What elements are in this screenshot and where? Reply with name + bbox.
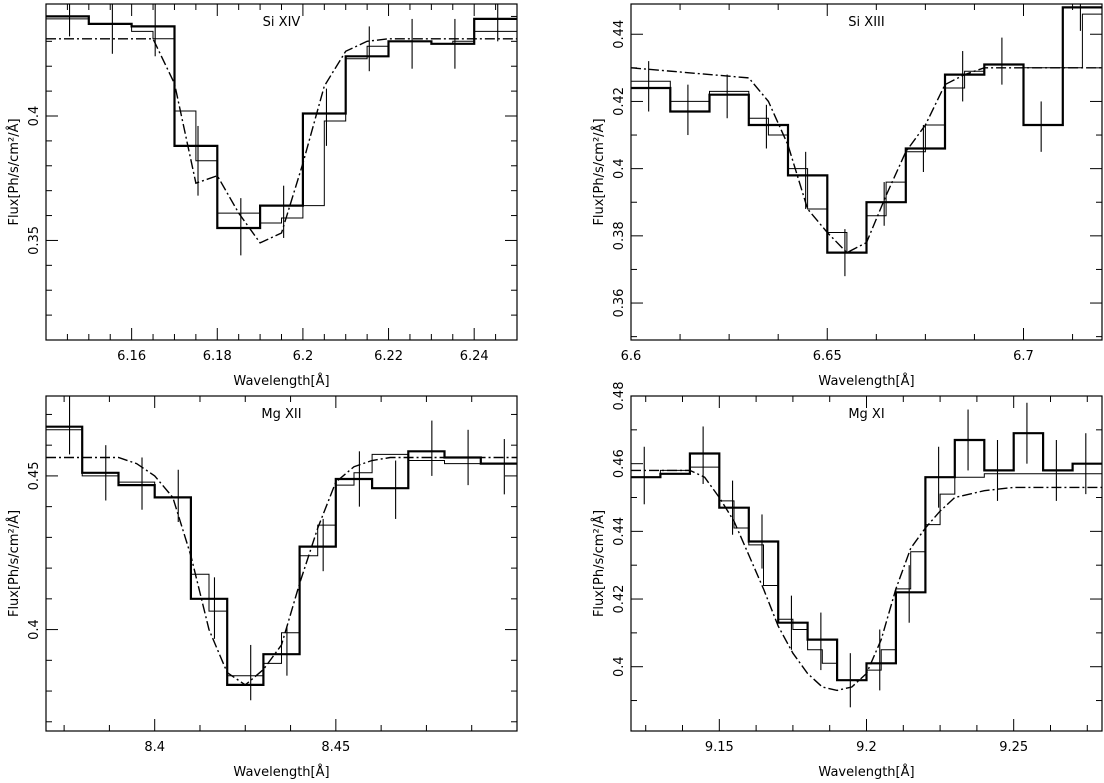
model-curve [631, 469, 1102, 692]
data-histogram-thin [631, 466, 1102, 681]
x-tick-label: 9.2 [856, 740, 877, 755]
x-tick-label: 6.65 [813, 349, 842, 364]
x-tick-label: 9.15 [705, 740, 734, 755]
panel-si-xiv: 6.16 6.18 6.2 6.22 6.24 0.35 0.4 Wavelength[Å] F… [6, 3, 518, 389]
plot-frame [45, 3, 518, 341]
x-tick-label: 6.2 [293, 349, 314, 364]
plot-frame [45, 395, 518, 732]
y-tick-label: 0.4 [612, 656, 627, 677]
panel-title: Mg XII [261, 407, 301, 422]
y-axis-label: Flux[Ph/s/cm²/Å] [6, 118, 22, 225]
panel-mg-xii: 8.4 8.45 0.4 0.45 Wavelength[Å] Flux[Ph/s/cm²… [6, 395, 518, 780]
y-tick-label: 0.36 [612, 289, 627, 318]
x-tick-label: 6.18 [203, 349, 232, 364]
x-axis-label: Wavelength[Å] [233, 764, 329, 780]
panel-title: Si XIV [263, 15, 301, 30]
plot-area [631, 402, 1102, 708]
x-tick-label: 9.25 [999, 740, 1028, 755]
y-tick-label: 0.4 [27, 619, 42, 640]
data-histogram-thin [46, 18, 517, 224]
x-tick-label: 6.24 [460, 349, 489, 364]
x-axis-label: Wavelength[Å] [233, 373, 329, 389]
panel-si-xiii: 6.6 6.65 6.7 0.36 0.38 0.4 0.42 0.44 Wavelength[… [591, 3, 1103, 389]
y-tick-label: 0.44 [612, 517, 627, 546]
data-histogram-thick [46, 15, 517, 230]
y-tick-label: 0.42 [612, 87, 627, 116]
y-tick-label: 0.35 [27, 226, 42, 255]
y-axis-label: Flux[Ph/s/cm²/Å] [6, 510, 22, 617]
model-curve [46, 38, 517, 244]
y-tick-label: 0.42 [612, 585, 627, 614]
panel-mg-xi: 9.15 9.2 9.25 0.4 0.42 0.44 0.46 0.48 Wavelength… [591, 382, 1103, 780]
y-tick-label: 0.44 [612, 20, 627, 49]
data-histogram-thick [631, 6, 1102, 254]
x-tick-label: 6.7 [1013, 349, 1034, 364]
x-tick-label: 6.22 [374, 349, 403, 364]
x-tick-label: 6.6 [621, 349, 642, 364]
y-axis-label: Flux[Ph/s/cm²/Å] [591, 510, 607, 617]
y-tick-label: 0.4 [612, 158, 627, 179]
y-tick-label: 0.38 [612, 221, 627, 250]
panel-title: Si XIII [848, 15, 884, 30]
plot-area [631, 4, 1102, 277]
plot-area [46, 396, 517, 701]
x-tick-label: 6.16 [117, 349, 146, 364]
data-histogram-thick [46, 425, 517, 686]
y-tick-label: 0.45 [27, 461, 42, 490]
plot-area [46, 4, 517, 256]
x-tick-label: 8.4 [144, 740, 165, 755]
data-histogram-thin [46, 429, 517, 677]
data-histogram-thick [631, 432, 1102, 682]
y-tick-label: 0.46 [612, 449, 627, 478]
panel-title: Mg XI [848, 407, 884, 422]
y-tick-label: 0.48 [612, 382, 627, 411]
y-tick-label: 0.4 [27, 106, 42, 127]
x-axis-label: Wavelength[Å] [818, 373, 914, 389]
plot-frame [630, 3, 1103, 341]
y-axis-label: Flux[Ph/s/cm²/Å] [591, 118, 607, 225]
x-axis-label: Wavelength[Å] [818, 764, 914, 780]
x-tick-label: 8.45 [321, 740, 350, 755]
